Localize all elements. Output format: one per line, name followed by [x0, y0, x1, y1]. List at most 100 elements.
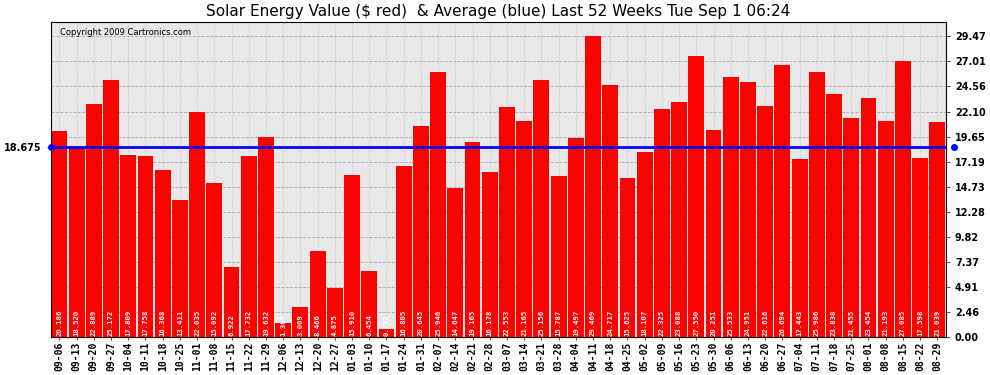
Text: 20.251: 20.251 [711, 309, 717, 336]
Bar [275, 323, 291, 337]
Text: 26.694: 26.694 [779, 309, 785, 336]
Bar [878, 121, 894, 337]
Text: 13.411: 13.411 [177, 309, 183, 336]
Bar [671, 102, 687, 337]
Text: 15.625: 15.625 [625, 309, 631, 336]
Text: 17.732: 17.732 [246, 309, 251, 336]
Bar [413, 126, 429, 337]
Bar [757, 106, 773, 337]
Bar [706, 130, 722, 337]
Bar [310, 251, 326, 337]
Text: 22.616: 22.616 [762, 309, 768, 336]
Bar [207, 183, 223, 337]
Text: 3.009: 3.009 [297, 314, 303, 336]
Text: 25.533: 25.533 [728, 309, 734, 336]
Text: 17.598: 17.598 [917, 309, 923, 336]
Bar [534, 80, 549, 337]
Bar [224, 267, 240, 337]
Bar [378, 329, 394, 337]
Text: 6.454: 6.454 [366, 314, 372, 336]
Text: 4.875: 4.875 [332, 314, 338, 336]
Bar [464, 142, 480, 337]
Text: 14.647: 14.647 [452, 309, 458, 336]
Bar [688, 56, 704, 337]
Text: 18.520: 18.520 [73, 309, 79, 336]
Bar [826, 94, 842, 337]
Bar [241, 156, 256, 337]
Text: 1.369: 1.369 [280, 314, 286, 336]
Text: 25.172: 25.172 [108, 309, 114, 336]
Bar [86, 104, 102, 337]
Bar [774, 64, 790, 337]
Text: 23.088: 23.088 [676, 309, 682, 336]
Bar [620, 178, 636, 337]
Text: 27.085: 27.085 [900, 309, 906, 336]
Text: 18.107: 18.107 [642, 309, 647, 336]
Text: 17.758: 17.758 [143, 309, 148, 336]
Bar [568, 138, 584, 337]
Text: 17.809: 17.809 [126, 309, 132, 336]
Text: 23.454: 23.454 [865, 309, 871, 336]
Text: 22.035: 22.035 [194, 309, 200, 336]
Text: Copyright 2009 Cartronics.com: Copyright 2009 Cartronics.com [59, 28, 191, 37]
Text: 15.092: 15.092 [211, 309, 218, 336]
Bar [912, 158, 928, 337]
Bar [431, 72, 446, 337]
Bar [723, 76, 739, 337]
Bar [585, 36, 601, 337]
Bar [499, 107, 515, 337]
Text: 8.466: 8.466 [315, 314, 321, 336]
Bar [809, 72, 825, 337]
Text: 17.443: 17.443 [797, 309, 803, 336]
Text: 21.193: 21.193 [883, 309, 889, 336]
Text: 21.455: 21.455 [848, 309, 854, 336]
Bar [154, 170, 170, 337]
Bar [345, 175, 360, 337]
Bar [172, 200, 188, 337]
Bar [396, 166, 412, 337]
Text: 16.178: 16.178 [487, 309, 493, 336]
Text: 22.889: 22.889 [91, 309, 97, 336]
Bar [482, 172, 498, 337]
Text: 29.469: 29.469 [590, 309, 596, 336]
Bar [741, 82, 756, 337]
Bar [843, 118, 859, 337]
Text: 15.910: 15.910 [349, 309, 355, 336]
Bar [103, 80, 119, 337]
Text: 27.550: 27.550 [693, 309, 699, 336]
Text: 19.165: 19.165 [469, 309, 475, 336]
Text: 22.325: 22.325 [659, 309, 665, 336]
Bar [930, 122, 945, 337]
Bar [51, 131, 67, 337]
Text: 16.805: 16.805 [401, 309, 407, 336]
Text: 21.039: 21.039 [935, 309, 940, 336]
Bar [121, 155, 137, 337]
Bar [292, 306, 308, 337]
Text: 20.645: 20.645 [418, 309, 424, 336]
Text: 16.368: 16.368 [159, 309, 165, 336]
Bar [447, 188, 463, 337]
Text: 22.553: 22.553 [504, 309, 510, 336]
Text: 0.772: 0.772 [383, 314, 389, 336]
Text: 25.156: 25.156 [539, 309, 545, 336]
Bar [550, 176, 566, 337]
Text: 25.946: 25.946 [436, 309, 442, 336]
Bar [637, 152, 652, 337]
Text: 19.632: 19.632 [263, 309, 269, 336]
Text: 6.922: 6.922 [229, 314, 235, 336]
Bar [792, 159, 808, 337]
Text: 25.986: 25.986 [814, 309, 820, 336]
Bar [189, 112, 205, 337]
Text: 19.497: 19.497 [573, 309, 579, 336]
Bar [361, 272, 377, 337]
Bar [138, 156, 153, 337]
Bar [516, 121, 532, 337]
Title: Solar Energy Value ($ red)  & Average (blue) Last 52 Weeks Tue Sep 1 06:24: Solar Energy Value ($ red) & Average (bl… [206, 4, 790, 19]
Text: 24.717: 24.717 [607, 309, 613, 336]
Text: 23.838: 23.838 [831, 309, 837, 336]
Bar [860, 98, 876, 337]
Text: 20.186: 20.186 [56, 309, 62, 336]
Bar [895, 61, 911, 337]
Bar [602, 85, 618, 337]
Text: 15.787: 15.787 [555, 309, 561, 336]
